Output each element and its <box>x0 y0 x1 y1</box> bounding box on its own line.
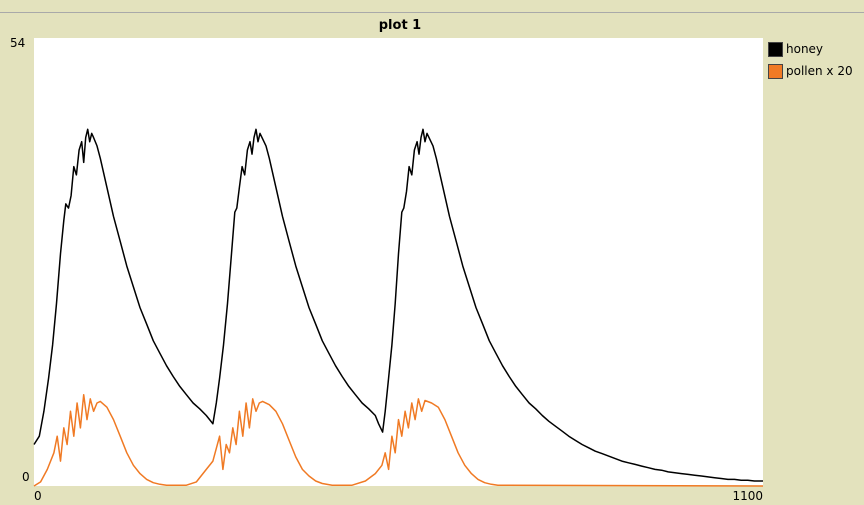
x-tick-label-min: 0 <box>34 489 42 503</box>
x-tick-label-max: 1100 <box>732 489 763 503</box>
top-divider <box>0 12 864 13</box>
legend-item-honey: honey <box>768 38 864 60</box>
series-line-honey <box>33 128 763 482</box>
y-tick-label-min: 0 <box>22 470 30 484</box>
legend-item-pollen: pollen x 20 <box>768 60 864 82</box>
y-tick-label-max: 54 <box>10 36 25 50</box>
legend-swatch-pollen <box>768 63 783 79</box>
plot-title: plot 1 <box>378 18 422 33</box>
legend-label-honey: honey <box>786 42 824 56</box>
series-layer <box>33 128 764 487</box>
legend-label-pollen: pollen x 20 <box>786 64 853 78</box>
series-line-pollen-x-20 <box>33 393 764 487</box>
legend-swatch-honey <box>768 41 783 57</box>
legend: honey pollen x 20 <box>768 38 864 82</box>
